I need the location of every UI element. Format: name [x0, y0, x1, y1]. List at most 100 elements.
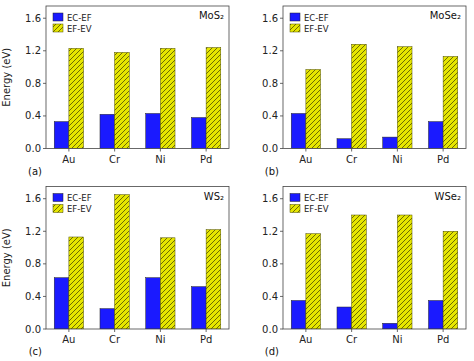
legend-label: EC-EF	[304, 193, 329, 203]
x-tick	[114, 149, 115, 152]
legend-swatch	[290, 13, 300, 21]
y-tick-label: 1.2	[262, 226, 278, 237]
bar	[337, 307, 352, 329]
bar	[206, 48, 221, 149]
bar	[115, 195, 130, 329]
legend-swatch	[53, 13, 63, 21]
x-tick	[68, 329, 69, 332]
x-tick-label: Pd	[437, 334, 449, 345]
y-tick-label: 0.0	[25, 143, 41, 154]
x-tick-label: Pd	[200, 334, 212, 345]
bar	[160, 48, 175, 148]
y-tick-label: 1.6	[25, 193, 41, 204]
legend-swatch	[290, 24, 300, 32]
x-tick-label: Ni	[392, 154, 402, 165]
legend-label: EF-EV	[304, 24, 329, 34]
x-tick	[305, 149, 306, 152]
y-tick	[43, 231, 46, 232]
y-tick	[43, 83, 46, 84]
y-axis-label: Energy (eV)	[1, 228, 12, 287]
bar	[69, 48, 84, 148]
y-tick	[43, 263, 46, 264]
x-tick	[351, 149, 352, 152]
bar	[115, 52, 130, 148]
bar	[383, 323, 398, 329]
legend-label: EF-EV	[67, 204, 92, 214]
y-tick	[280, 50, 283, 51]
bars	[291, 215, 458, 329]
x-tick	[397, 329, 398, 332]
panel: 0.00.40.81.21.6AuCrNiPdWSe₂(d)EC-EFEF-EV	[262, 187, 466, 358]
bar	[191, 118, 206, 149]
x-tick-label: Cr	[346, 334, 358, 345]
x-tick	[305, 329, 306, 332]
legend-label: EF-EV	[304, 204, 329, 214]
y-tick-label: 0.0	[25, 324, 41, 335]
y-tick	[280, 263, 283, 264]
x-tick-label: Cr	[346, 154, 358, 165]
y-tick-label: 1.6	[262, 13, 278, 24]
x-tick	[68, 149, 69, 152]
y-tick-label: 0.4	[25, 291, 41, 302]
bar	[397, 215, 412, 329]
legend-label: EC-EF	[304, 13, 329, 23]
x-tick	[206, 149, 207, 152]
legend-label: EC-EF	[67, 13, 92, 23]
panel-title: MoS₂	[199, 10, 224, 21]
x-tick	[114, 329, 115, 332]
plot-area	[46, 187, 229, 330]
y-tick	[280, 329, 283, 330]
plot-area	[283, 187, 466, 330]
y-tick	[43, 115, 46, 116]
x-tick-label: Au	[299, 334, 312, 345]
x-tick-label: Pd	[437, 154, 449, 165]
legend-box	[286, 9, 334, 37]
y-tick-label: 0.4	[25, 110, 41, 121]
x-tick	[160, 149, 161, 152]
x-tick	[160, 329, 161, 332]
y-axis-label: Energy (eV)	[1, 48, 12, 107]
panel-title: WS₂	[204, 191, 224, 202]
legend-swatch	[290, 205, 300, 213]
x-tick	[351, 329, 352, 332]
legend-swatch	[53, 24, 63, 32]
x-tick-label: Ni	[392, 334, 402, 345]
y-tick	[280, 198, 283, 199]
y-tick-label: 1.2	[25, 45, 41, 56]
bar	[191, 287, 206, 329]
y-tick-label: 0.4	[262, 291, 278, 302]
plot-area	[46, 6, 229, 149]
y-tick	[280, 83, 283, 84]
legend: EC-EFEF-EV	[286, 9, 334, 37]
bar	[54, 278, 69, 329]
y-tick-label: 1.6	[262, 193, 278, 204]
bars	[54, 48, 221, 149]
x-tick-label: Ni	[155, 334, 165, 345]
y-tick-label: 0.0	[262, 324, 278, 335]
legend-label: EC-EF	[67, 193, 92, 203]
figure: 0.00.40.81.21.6AuCrNiPdEnergy (eV)MoS₂(a…	[0, 0, 474, 361]
bar	[352, 215, 367, 329]
frame	[46, 187, 229, 330]
bar	[383, 137, 398, 148]
x-tick-label: Au	[299, 154, 312, 165]
y-tick-label: 0.8	[262, 78, 278, 89]
panel: 0.00.40.81.21.6AuCrNiPdMoSe₂(b)EC-EFEF-E…	[262, 6, 466, 177]
legend: EC-EFEF-EV	[49, 190, 97, 218]
y-tick-label: 0.0	[262, 143, 278, 154]
y-tick	[43, 329, 46, 330]
page: {"chart_data": [ {"type": "bar", "title"…	[0, 0, 474, 361]
bar	[306, 234, 321, 329]
y-tick	[43, 198, 46, 199]
y-tick	[280, 18, 283, 19]
y-tick	[43, 50, 46, 51]
y-tick	[43, 296, 46, 297]
panel: 0.00.40.81.21.6AuCrNiPdEnergy (eV)MoS₂(a…	[1, 6, 229, 177]
bar	[352, 44, 367, 148]
x-tick	[443, 329, 444, 332]
legend: EC-EFEF-EV	[286, 190, 334, 218]
bar	[337, 139, 352, 149]
panel: 0.00.40.81.21.6AuCrNiPdEnergy (eV)WS₂(c)…	[1, 187, 229, 358]
y-tick	[43, 148, 46, 149]
x-tick-label: Pd	[200, 154, 212, 165]
